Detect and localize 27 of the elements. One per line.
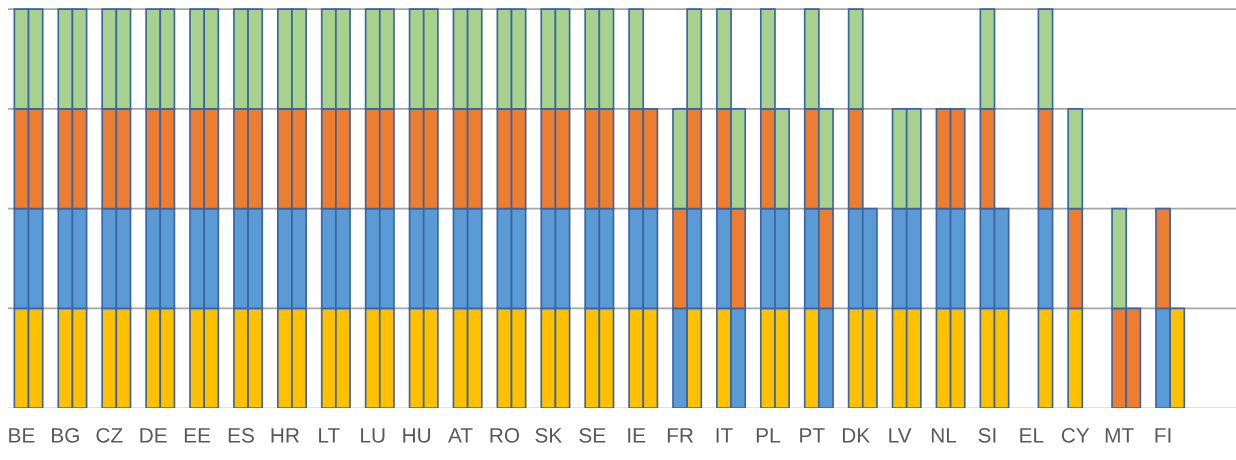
- x-tick-label: EL: [1020, 428, 1044, 443]
- x-tick-label: DK: [842, 428, 870, 443]
- x-tick-label: AT: [448, 428, 473, 443]
- x-tick-label: HU: [403, 428, 431, 443]
- x-tick-label: SE: [579, 427, 606, 443]
- x-tick-label: DE: [140, 428, 167, 443]
- x-tick-label: PT: [800, 428, 825, 443]
- x-tick-label: LV: [889, 428, 912, 443]
- x-tick-label: CY: [1061, 427, 1090, 443]
- x-tick-label: CZ: [96, 427, 123, 443]
- x-tick-label: FI: [1155, 428, 1171, 443]
- x-tick-label: LT: [319, 428, 340, 443]
- x-tick-label: IT: [716, 428, 733, 443]
- x-tick-label: FR: [667, 428, 693, 443]
- x-tick-label: EE: [184, 428, 211, 443]
- x-tick-label: HR: [271, 428, 299, 443]
- x-tick-label: PL: [756, 428, 780, 443]
- x-tick-label: ES: [228, 427, 254, 443]
- x-tick-label: SI: [978, 427, 996, 443]
- x-tick-label: MT: [1105, 428, 1134, 443]
- x-tick-label: LU: [361, 428, 385, 443]
- x-tick-label: NL: [931, 428, 957, 443]
- x-tick-label: RO: [490, 427, 520, 443]
- x-tick-label: BE: [9, 428, 35, 443]
- x-tick-label: SK: [535, 427, 563, 443]
- x-tick-label: BG: [52, 427, 79, 443]
- x-tick-label: IE: [628, 428, 646, 443]
